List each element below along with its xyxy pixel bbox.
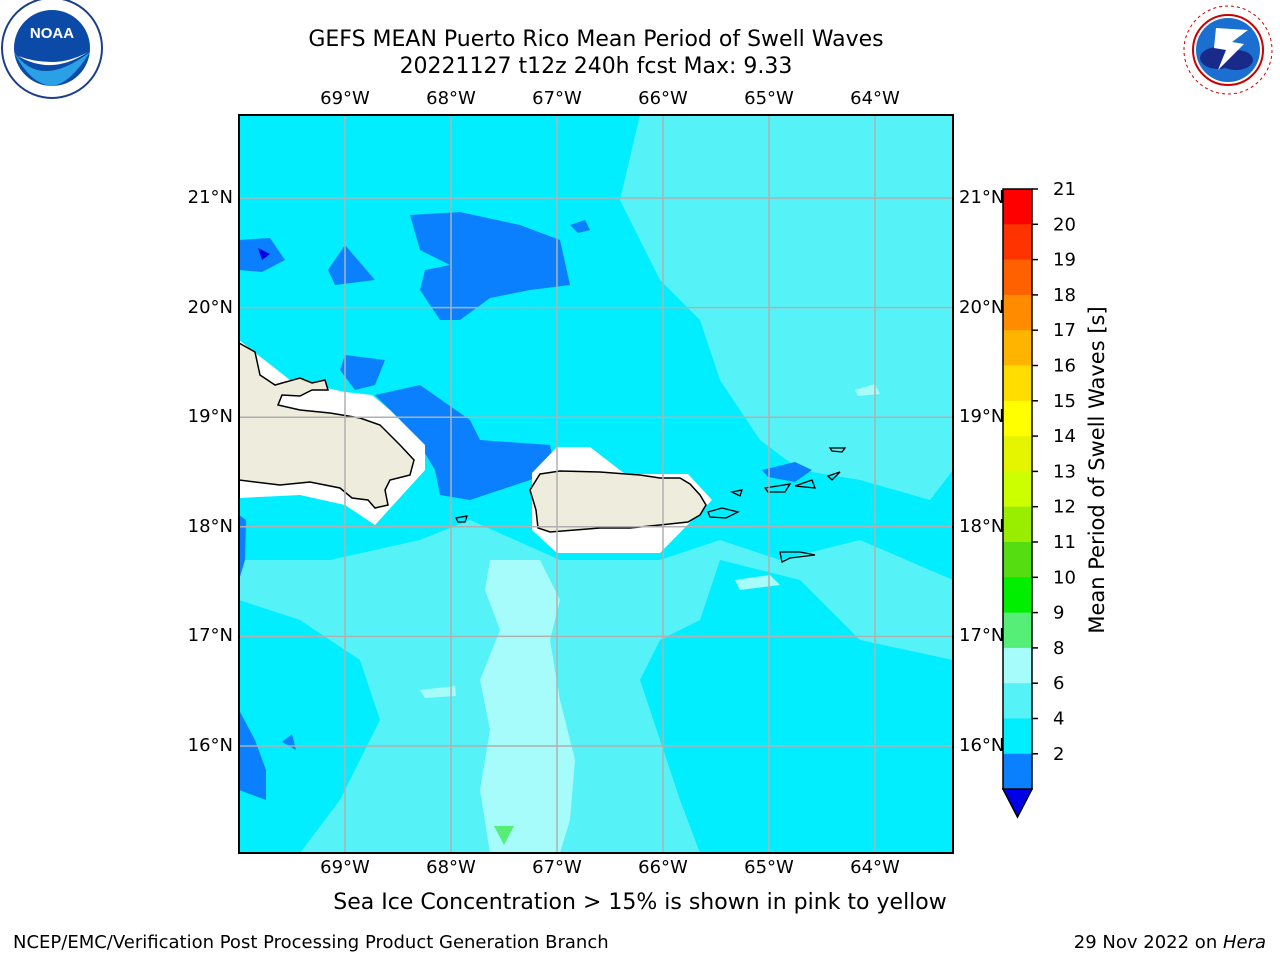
mona-island <box>455 515 468 523</box>
lat-label-left: 20°N <box>187 296 233 318</box>
lat-label-right: 17°N <box>959 625 1005 647</box>
swell-zone-8-9s <box>480 560 575 853</box>
lat-label-right: 18°N <box>959 515 1005 537</box>
swell-zone-8-9s <box>420 686 456 698</box>
colorbar-segment <box>1003 294 1032 331</box>
st-thomas-island <box>763 483 792 493</box>
colorbar-segment <box>1003 612 1032 649</box>
map-subtitle-run-info: 20221127 t12z 240h fcst Max: 9.33 <box>399 54 793 79</box>
colorbar-tick-label: 9 <box>1053 603 1064 624</box>
colorbar: 21 20 19 18 17 16 15 14 13 12 11 10 9 8 6 4 2 <box>1001 179 1076 819</box>
lat-label-left: 21°N <box>187 187 233 208</box>
colorbar-segment <box>1003 647 1032 684</box>
swell-zone-2-4s <box>375 385 555 500</box>
colorbar-tick-label: 17 <box>1053 320 1076 341</box>
swell-zone-8-9s <box>855 384 880 396</box>
colorbar-tick-label: 18 <box>1053 285 1076 306</box>
colorbar-extend-arrow <box>1001 788 1034 819</box>
colorbar-tick-label: 4 <box>1053 709 1064 730</box>
lon-label-top: 67°W <box>532 88 582 109</box>
colorbar-tick-label: 16 <box>1053 356 1076 377</box>
footer-machine: Hera <box>1222 932 1266 953</box>
colorbar-segment <box>1003 436 1032 472</box>
map-frame <box>238 114 954 854</box>
colorbar-segment <box>1003 224 1032 261</box>
swell-zone-2-4s <box>340 355 385 390</box>
swell-zone-2-4s <box>239 515 246 580</box>
colorbar-segment <box>1003 753 1032 790</box>
colorbar-tick-label: 21 <box>1053 179 1076 200</box>
map-title: GEFS MEAN Puerto Rico Mean Period of Swe… <box>308 27 884 52</box>
puerto-rico-land <box>529 470 707 533</box>
sea-ice-note: Sea Ice Concentration > 15% is shown in … <box>333 890 947 915</box>
culebra-island <box>730 489 743 497</box>
lat-label-right: 16°N <box>959 735 1005 756</box>
st-croix-island <box>779 551 816 563</box>
colorbar-segment <box>1003 471 1032 508</box>
noaa-logo: NOAA <box>1 0 103 99</box>
swell-zone-below-2s <box>258 248 270 260</box>
colorbar-tick-label: 14 <box>1053 426 1076 447</box>
anegada-island <box>828 447 847 453</box>
colorbar-tick-label: 19 <box>1053 250 1076 271</box>
lon-label-bottom: 69°W <box>320 857 370 878</box>
colorbar-tick-label: 8 <box>1053 638 1064 659</box>
lon-label-bottom: 65°W <box>744 857 794 878</box>
noaa-logo-text: NOAA <box>30 25 74 42</box>
lat-label-right: 20°N <box>959 296 1005 318</box>
swell-zone-2-4s <box>410 212 570 320</box>
virgin-gorda-island <box>826 471 841 481</box>
lat-label-left: 18°N <box>187 515 233 537</box>
colorbar-segment <box>1003 577 1032 614</box>
colorbar-segment <box>1003 189 1032 225</box>
colorbar-tick-label: 6 <box>1053 673 1064 694</box>
swell-zone-2-4s <box>239 710 266 800</box>
nws-logo <box>1180 2 1276 98</box>
lon-label-bottom: 64°W <box>850 857 900 878</box>
tortola-island <box>794 479 816 489</box>
swell-zone-2-4s <box>328 245 375 285</box>
colorbar-segment <box>1003 330 1032 366</box>
lat-label-left: 16°N <box>187 735 233 756</box>
hispaniola-land <box>238 341 415 509</box>
lon-label-top: 66°W <box>638 88 688 109</box>
colorbar-tick-label: 12 <box>1053 497 1076 518</box>
colorbar-tick-label: 10 <box>1053 567 1076 588</box>
colorbar-tick-label: 13 <box>1053 461 1076 482</box>
colorbar-tick-label: 20 <box>1053 214 1076 235</box>
lon-label-top: 64°W <box>850 88 900 109</box>
colorbar-frame <box>1002 188 1033 790</box>
footer-date-text: 29 Nov 2022 on <box>1073 932 1223 953</box>
lat-label-left: 17°N <box>187 625 233 647</box>
colorbar-segment <box>1003 400 1032 437</box>
colorbar-segment <box>1003 259 1032 296</box>
colorbar-segment <box>1003 365 1032 402</box>
colorbar-tick-label: 11 <box>1053 532 1076 553</box>
swell-zone-2-4s <box>570 220 590 233</box>
lon-label-bottom: 66°W <box>638 857 688 878</box>
lat-label-right: 21°N <box>959 187 1005 208</box>
footer-date: 29 Nov 2022 on Hera <box>1074 932 1266 953</box>
lon-label-bottom: 68°W <box>426 857 476 878</box>
colorbar-tick-label: 15 <box>1053 391 1076 412</box>
lon-label-top: 69°W <box>320 88 370 109</box>
swell-zone-9-10s <box>494 826 514 845</box>
lon-label-top: 68°W <box>426 88 476 109</box>
footer-producer: NCEP/EMC/Verification Post Processing Pr… <box>13 932 609 953</box>
map-graticule <box>239 115 953 853</box>
colorbar-label: Mean Period of Swell Waves [s] <box>1085 306 1109 634</box>
colorbar-segment <box>1003 506 1032 543</box>
colorbar-segment <box>1003 683 1032 719</box>
vieques-island <box>707 507 740 519</box>
lon-label-top: 65°W <box>744 88 794 109</box>
swell-zone-2-4s <box>762 462 812 482</box>
lat-label-left: 19°N <box>187 406 233 428</box>
colorbar-segment <box>1003 542 1032 578</box>
colorbar-segment <box>1003 718 1032 755</box>
colorbar-tick-label: 2 <box>1053 744 1064 765</box>
lat-label-right: 19°N <box>959 406 1005 428</box>
lon-label-bottom: 67°W <box>532 857 582 878</box>
